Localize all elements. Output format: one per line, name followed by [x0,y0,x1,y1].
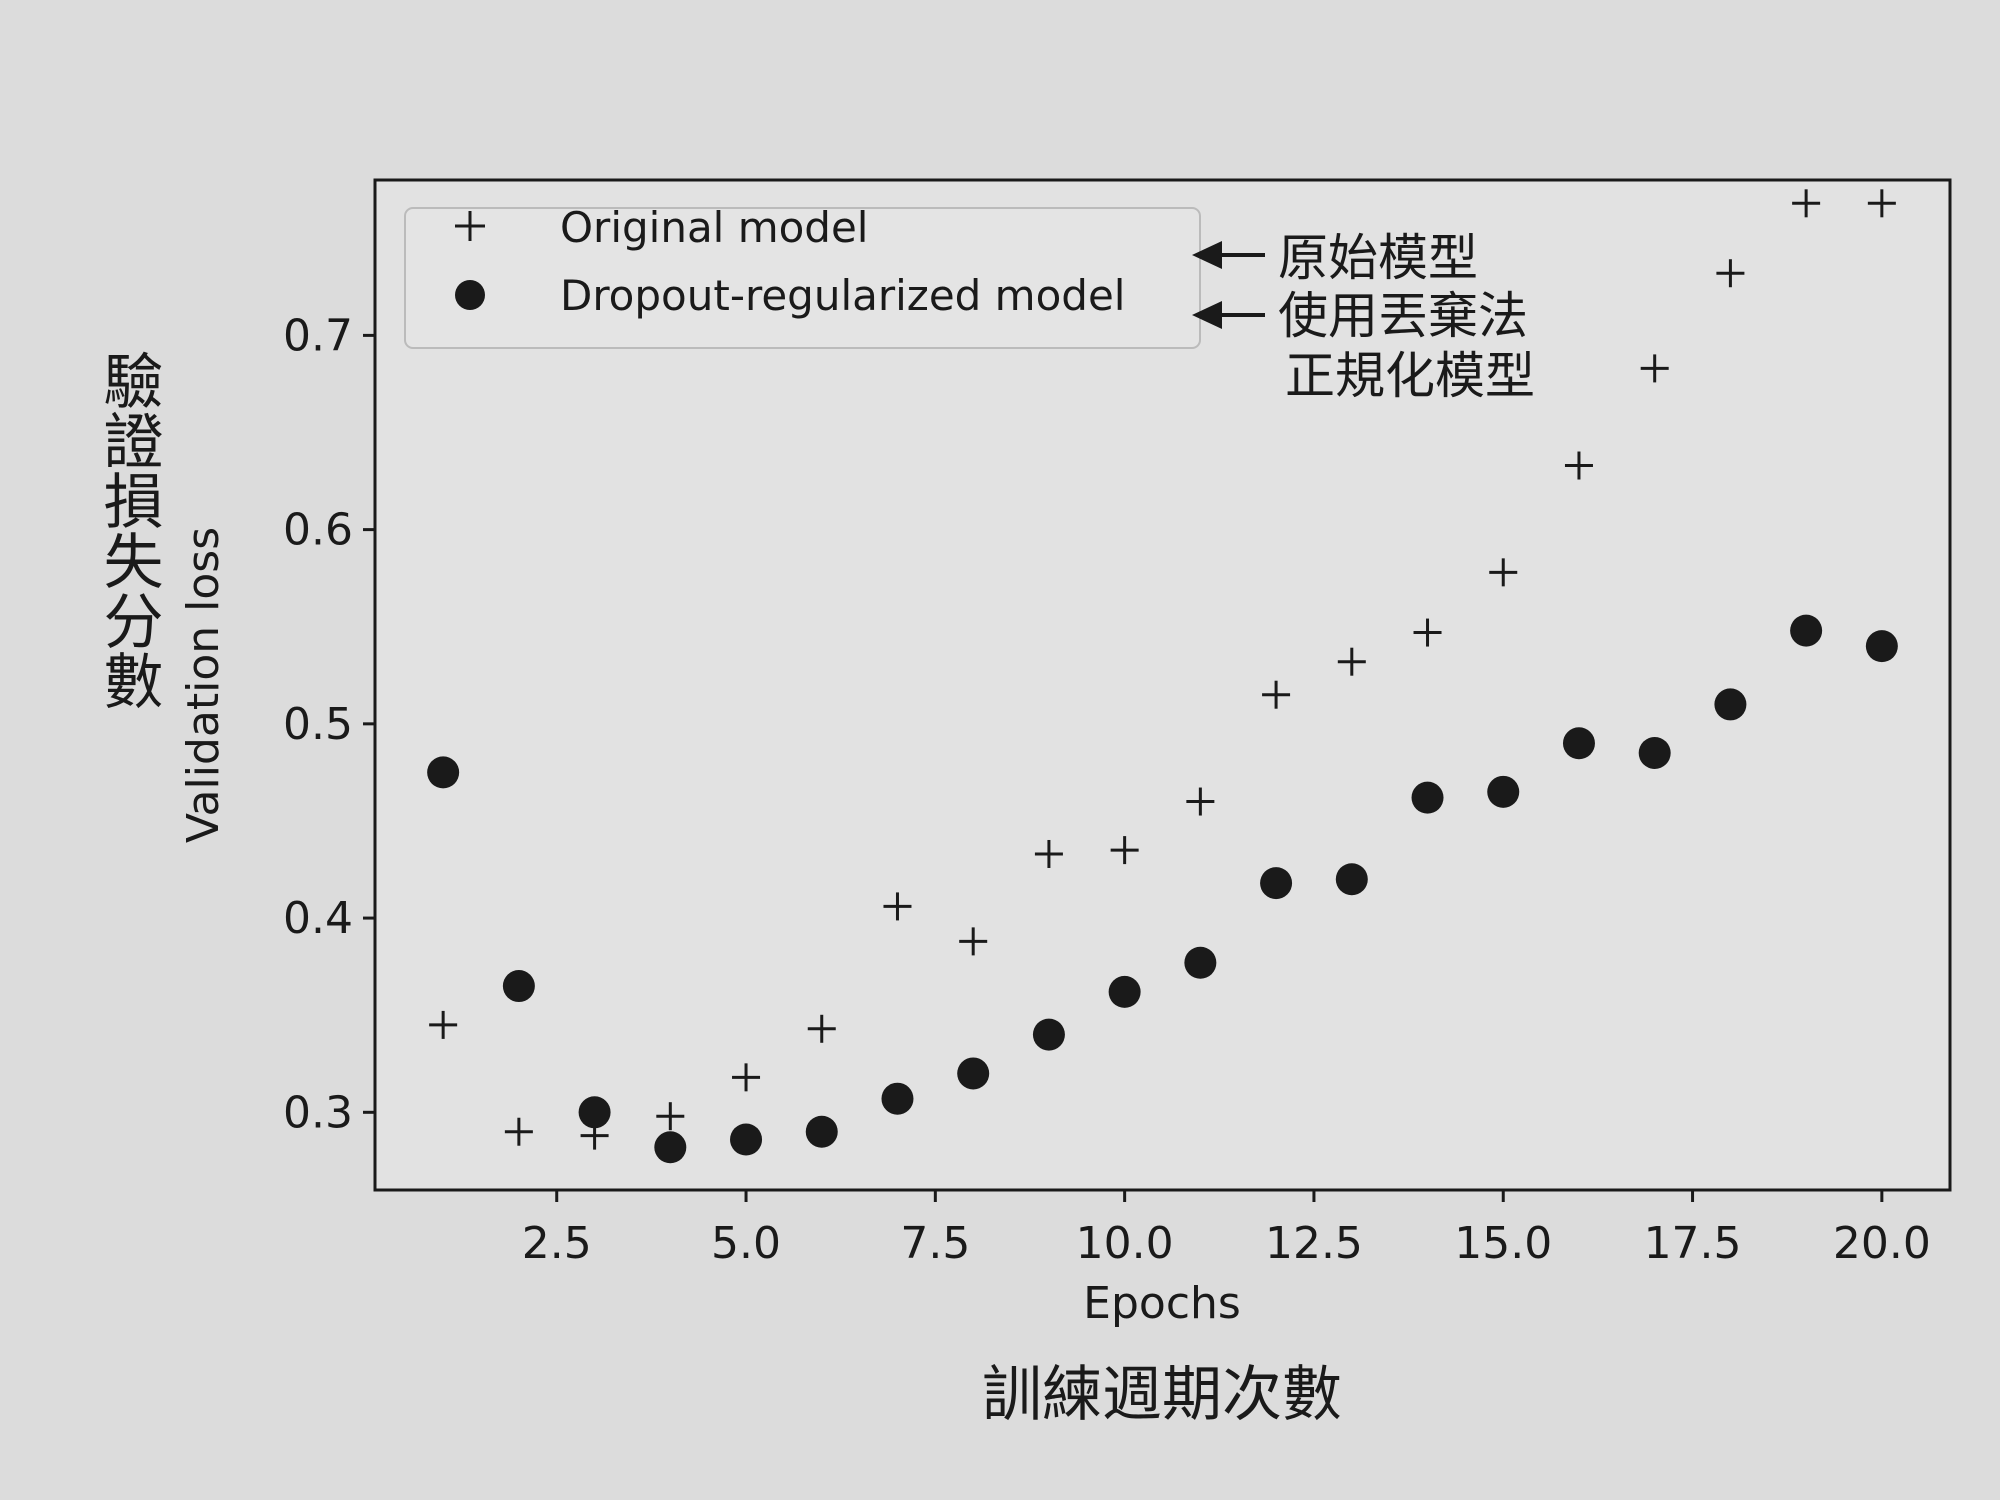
legend-label-dropout: Dropout-regularized model [560,271,1125,320]
dropout-point [502,970,535,1003]
legend: Original model Dropout-regularized model [404,203,1201,349]
dropout-point [730,1123,763,1156]
y-tick-label: 0.5 [283,699,353,750]
x-tick-label: 15.0 [1454,1218,1552,1269]
original-point [1792,189,1821,218]
y-tick-label: 0.4 [283,893,353,944]
x-axis: 2.5 5.0 7.5 10.0 12.5 15.0 17.5 20.0 [522,1190,1931,1269]
x-axis-title-translation: 訓練週期次數 [982,1360,1342,1430]
dropout-point [1411,781,1444,814]
y-tick-label: 0.7 [283,310,353,361]
dropout-point [427,756,460,789]
dropout-point [578,1096,611,1129]
y-tick-label: 0.6 [283,505,353,556]
x-tick-label: 5.0 [711,1218,781,1269]
original-point [504,1117,533,1146]
dropout-point [957,1057,990,1090]
legend-label-original: Original model [560,203,868,252]
original-point [1110,836,1139,865]
annotation-dropout: 使用丟棄法 正規化模型 [1192,287,1535,405]
dropout-point [1562,727,1595,760]
annotation-dropout-label-line2: 正規化模型 [1285,347,1535,405]
x-axis-title: Epochs [1083,1278,1241,1329]
dropout-point [1865,630,1898,663]
original-point [807,1014,836,1043]
dropout-point [1032,1018,1065,1051]
original-point [1716,259,1745,288]
dropout-point [654,1131,687,1164]
y-axis-title-translation: 驗證損失分數 [93,350,163,710]
dropout-point [1108,975,1141,1008]
original-point [1337,647,1366,676]
original-point [1186,787,1215,816]
original-point [1489,558,1518,587]
y-axis-title: Validation loss [178,527,229,843]
dropout-point [1638,736,1671,769]
original-point [1034,839,1063,868]
arrow-dropout-head [1192,301,1222,329]
dropout-point [1260,867,1293,900]
dropout-point [881,1082,914,1115]
series-dropout [427,614,1898,1164]
annotation-dropout-label-line1: 使用丟棄法 [1278,287,1528,345]
dropout-point [1487,775,1520,808]
original-point [1867,189,1896,218]
dropout-point [1790,614,1823,647]
original-point [1262,680,1291,709]
x-tick-label: 20.0 [1833,1218,1931,1269]
original-point [959,927,988,956]
series-original [429,189,1896,1150]
original-point [883,892,912,921]
annotation-original-label: 原始模型 [1278,229,1478,287]
legend-box [404,207,1201,349]
annotation-original: 原始模型 [1192,229,1478,287]
arrow-original-head [1192,241,1222,269]
x-tick-label: 7.5 [900,1218,970,1269]
legend-marker-original [455,211,485,241]
x-tick-label: 10.0 [1076,1218,1174,1269]
original-point [1640,354,1669,383]
original-point [429,1010,458,1039]
dropout-point [805,1115,838,1148]
legend-marker-dropout [455,280,485,310]
original-point [656,1102,685,1131]
x-tick-label: 17.5 [1644,1218,1742,1269]
x-tick-label: 2.5 [522,1218,592,1269]
y-axis: 0.3 0.4 0.5 0.6 0.7 [283,310,375,1138]
original-point [1413,618,1442,647]
data-points [427,189,1898,1164]
dropout-point [1335,863,1368,896]
x-tick-label: 12.5 [1265,1218,1363,1269]
original-point [1564,451,1593,480]
dropout-point [1714,688,1747,721]
dropout-point [1184,946,1217,979]
y-tick-label: 0.3 [283,1087,353,1138]
original-point [732,1063,761,1092]
